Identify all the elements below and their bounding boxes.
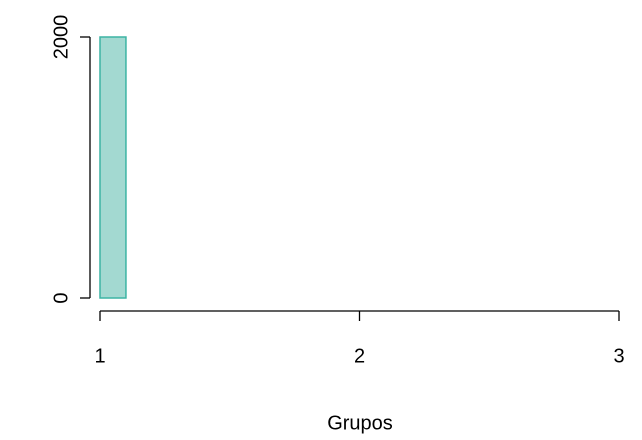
bar xyxy=(99,36,127,299)
x-axis-label: Grupos xyxy=(327,412,393,434)
x-tick-label: 1 xyxy=(94,345,105,367)
x-tick-label: 2 xyxy=(354,345,365,367)
x-tick-label: 3 xyxy=(613,345,624,367)
y-tick-label: 0 xyxy=(50,292,72,303)
y-tick-label: 2000 xyxy=(50,15,72,60)
